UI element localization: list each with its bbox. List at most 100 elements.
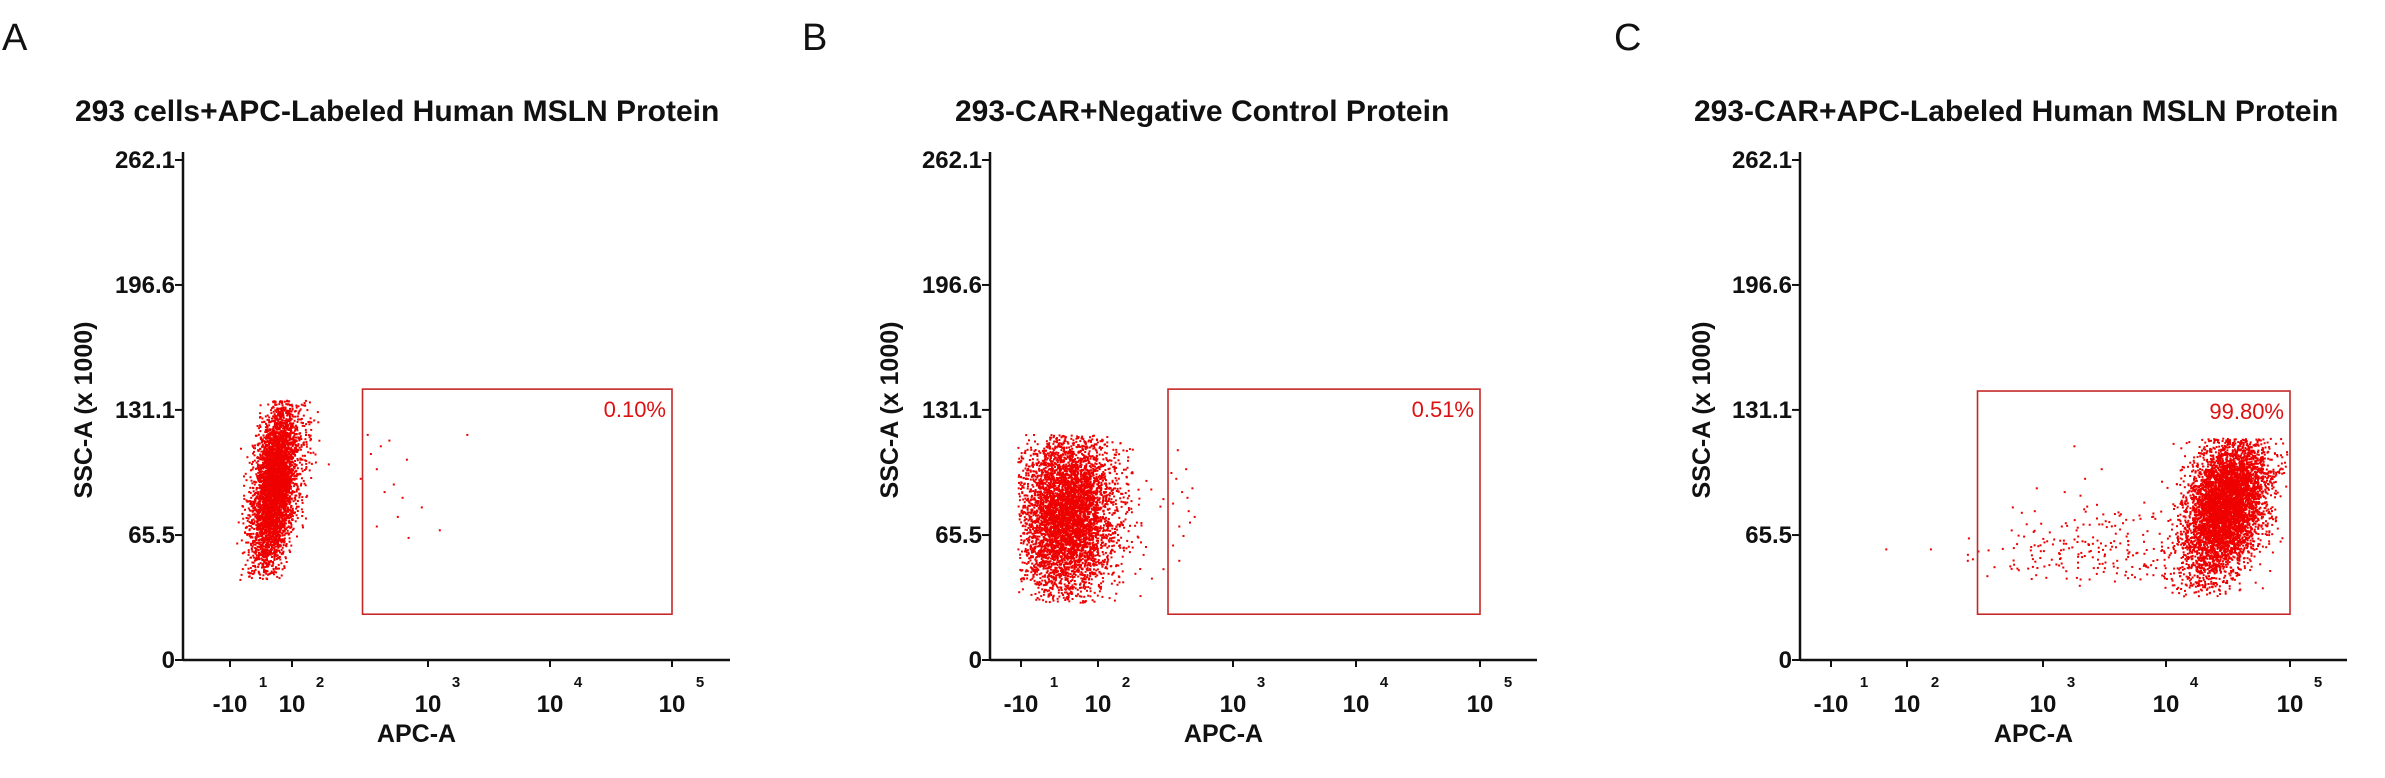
event-dot <box>283 471 286 474</box>
event-dot <box>298 496 301 499</box>
event-dot <box>279 505 282 508</box>
event-dot <box>277 432 280 435</box>
event-dot <box>259 453 262 456</box>
event-dot <box>292 466 295 468</box>
event-dot <box>305 462 308 465</box>
event-dot <box>262 451 265 453</box>
x-tick-exponent: 5 <box>696 674 704 691</box>
event-dot <box>251 519 253 522</box>
event-dot <box>267 560 270 563</box>
event-dot <box>275 452 278 455</box>
event-dot <box>247 549 250 552</box>
event-dot <box>282 544 285 547</box>
event-dot <box>265 519 267 521</box>
event-dot <box>1079 497 1082 500</box>
event-dot <box>1115 451 1118 454</box>
event-dot <box>1094 536 1097 539</box>
event-dot <box>297 444 300 447</box>
event-dot <box>269 455 272 458</box>
event-dot <box>1022 542 1025 545</box>
event-dot <box>269 516 272 519</box>
event-dots <box>236 399 469 581</box>
event-dot <box>264 431 267 433</box>
event-dot <box>275 491 278 494</box>
event-dot <box>289 451 292 454</box>
event-dot <box>271 555 273 558</box>
event-dot <box>299 458 302 461</box>
event-dot <box>307 434 310 437</box>
event-dot <box>257 563 260 566</box>
event-dot <box>274 486 277 488</box>
event-dot <box>295 484 298 486</box>
event-dot <box>255 556 258 559</box>
event-dot <box>262 505 265 508</box>
event-dot <box>1090 489 1093 492</box>
event-dot <box>287 419 290 422</box>
event-dot <box>375 525 378 528</box>
event-dot <box>287 500 290 503</box>
event-dot <box>282 524 285 527</box>
event-dot <box>256 535 259 538</box>
event-dot <box>287 485 290 488</box>
event-dot <box>1055 566 1058 569</box>
event-dot <box>268 419 270 422</box>
event-dot <box>291 490 294 492</box>
event-dot <box>282 482 284 485</box>
event-dot <box>247 514 250 517</box>
event-dot <box>284 432 287 435</box>
event-dot <box>282 511 285 514</box>
event-dot <box>251 500 254 503</box>
event-dot <box>265 528 268 531</box>
event-dot <box>257 464 260 467</box>
event-dot <box>288 486 291 489</box>
event-dot <box>285 403 288 406</box>
event-dot <box>259 492 262 495</box>
event-dot <box>283 400 286 403</box>
event-dot <box>266 504 269 507</box>
event-dot <box>287 525 290 528</box>
event-dot <box>283 441 286 444</box>
event-dot <box>266 552 269 555</box>
event-dot <box>292 435 295 438</box>
event-dot <box>279 539 282 542</box>
event-dot <box>1024 525 1027 528</box>
event-dot <box>258 469 261 471</box>
event-dot <box>252 565 255 567</box>
event-dot <box>243 484 246 487</box>
event-dot <box>283 481 286 484</box>
event-dot <box>279 475 282 478</box>
event-dot <box>312 451 315 454</box>
event-dot <box>266 545 269 548</box>
event-dot <box>286 414 289 417</box>
event-dot <box>1033 564 1035 567</box>
event-dot <box>254 547 257 549</box>
event-dot <box>255 554 258 557</box>
event-dot <box>269 436 271 439</box>
event-dot <box>260 456 263 459</box>
event-dot <box>273 420 276 423</box>
event-dot <box>276 487 279 490</box>
event-dot <box>270 409 272 412</box>
event-dot <box>304 438 307 441</box>
event-dot <box>285 515 288 518</box>
event-dot <box>284 407 287 410</box>
event-dot <box>277 443 279 446</box>
event-dot <box>1090 466 1092 469</box>
event-dot <box>271 434 274 436</box>
event-dot <box>289 461 292 464</box>
event-dot <box>281 434 284 437</box>
event-dot <box>303 482 306 485</box>
event-dot <box>253 499 256 502</box>
event-dot <box>261 550 264 553</box>
event-dot <box>270 548 273 551</box>
event-dot <box>270 520 273 523</box>
event-dot <box>280 414 283 417</box>
event-dot <box>276 495 279 498</box>
event-dot <box>268 424 271 427</box>
event-dot <box>241 512 244 515</box>
event-dot <box>280 465 283 468</box>
event-dot <box>259 507 262 510</box>
event-dot <box>313 419 316 422</box>
event-dot <box>1018 457 1021 460</box>
event-dot <box>266 426 269 429</box>
